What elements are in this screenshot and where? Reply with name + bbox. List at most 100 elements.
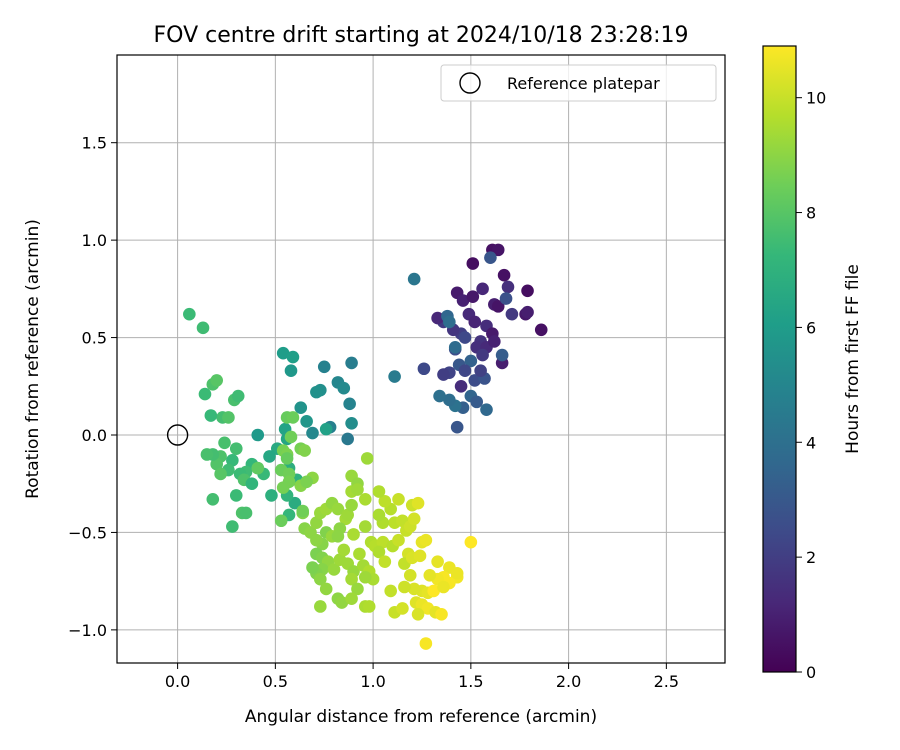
colorbar-frame — [762, 45, 797, 673]
scatter-point — [229, 489, 243, 502]
scatter-point — [466, 257, 480, 270]
scatter-point — [413, 549, 427, 563]
scatter-point — [491, 243, 505, 257]
scatter-point — [491, 300, 505, 313]
scatter-point — [274, 514, 288, 528]
scatter-point — [300, 415, 313, 428]
scatter-point — [341, 508, 354, 522]
scatter-point — [358, 520, 372, 533]
scatter-point — [306, 426, 319, 440]
scatter-point — [423, 569, 437, 582]
y-axis-label: Rotation from reference (arcmin) — [23, 219, 43, 499]
x-tick-label: 2.5 — [654, 672, 679, 691]
scatter-point — [286, 350, 300, 364]
scatter-point — [310, 385, 323, 399]
scatter-point — [431, 311, 444, 325]
scatter-point — [351, 483, 364, 496]
scatter-point — [488, 335, 501, 348]
scatter-point — [351, 582, 364, 596]
scatter-point — [286, 411, 300, 424]
scatter-point — [263, 450, 276, 463]
scatter-point — [314, 600, 327, 613]
scatter-point — [476, 282, 489, 296]
scatter-point — [411, 607, 425, 621]
scatter-point — [345, 592, 358, 605]
scatter-point — [476, 348, 489, 362]
scatter-point — [345, 356, 358, 370]
x-tick-label: 1.0 — [360, 672, 385, 691]
scatter-point — [437, 580, 450, 594]
scatter-point — [403, 569, 417, 582]
scatter-point — [319, 422, 333, 436]
scatter-point — [468, 374, 482, 387]
scatter-point — [458, 331, 472, 344]
reference-point — [166, 424, 189, 446]
scatter-point — [347, 528, 360, 541]
scatter-points — [183, 243, 548, 650]
scatter-point — [343, 397, 356, 411]
scatter-point — [245, 477, 259, 491]
y-tick-label: 1.5 — [82, 134, 107, 153]
scatter-point — [443, 393, 456, 407]
scatter-point — [456, 294, 470, 307]
x-tick-label: 0.5 — [263, 672, 288, 691]
scatter-point — [276, 346, 290, 360]
reference-platepar-marker — [166, 424, 189, 446]
scatter-point — [284, 364, 298, 377]
scatter-point — [206, 493, 220, 506]
y-tick-label: −0.5 — [68, 523, 107, 542]
scatter-point — [276, 481, 290, 494]
scatter-point — [198, 387, 212, 401]
scatter-point — [450, 567, 464, 580]
scatter-point — [392, 533, 405, 547]
scatter-point — [464, 535, 478, 549]
legend-entry-reference-platepar: Reference platepar — [507, 74, 660, 93]
scatter-point — [392, 493, 405, 506]
scatter-point — [251, 428, 265, 442]
scatter-point — [265, 489, 278, 502]
scatter-point — [372, 545, 386, 559]
scatter-point — [480, 403, 493, 416]
plot-area-frame — [116, 54, 726, 664]
scatter-point — [298, 444, 311, 457]
scatter-point — [372, 508, 386, 522]
scatter-point — [362, 600, 376, 613]
scatter-point — [314, 572, 327, 586]
scatter-point — [501, 280, 515, 294]
scatter-point — [341, 432, 354, 446]
scatter-point — [431, 555, 444, 568]
scatter-point — [296, 504, 310, 518]
scatter-point — [443, 315, 456, 329]
scatter-point — [464, 354, 478, 368]
colorbar-label: Hours from first FF file — [843, 264, 863, 454]
scatter-point — [345, 417, 358, 430]
scatter-point — [433, 389, 446, 403]
y-tick-label: 0.0 — [82, 426, 107, 445]
scatter-point — [407, 272, 421, 286]
scatter-point — [218, 436, 231, 450]
scatter-point — [384, 584, 397, 598]
chart-title: FOV centre drift starting at 2024/10/18 … — [154, 23, 689, 48]
scatter-point — [319, 582, 333, 596]
x-tick-label: 2.0 — [556, 672, 581, 691]
x-axis-ticks: 0.0 0.5 1.0 1.5 2.0 2.5 — [165, 663, 679, 691]
scatter-point — [280, 452, 294, 465]
scatter-point — [376, 535, 390, 549]
scatter-point — [521, 305, 534, 319]
colorbar-tick-label: 4 — [806, 433, 816, 452]
colorbar-ticks: 0 2 4 6 8 10 — [796, 89, 826, 682]
scatter-point — [372, 485, 386, 498]
x-tick-label: 0.0 — [165, 672, 190, 691]
scatter-point — [300, 475, 313, 489]
scatter-point — [474, 364, 487, 377]
x-tick-label: 1.5 — [458, 672, 483, 691]
scatter-point — [222, 411, 235, 424]
x-axis-label: Angular distance from reference (arcmin) — [245, 707, 597, 727]
scatter-point — [419, 533, 433, 547]
scatter-point — [448, 341, 462, 354]
scatter-point — [388, 370, 401, 383]
scatter-point — [317, 360, 331, 374]
scatter-point — [450, 420, 464, 434]
scatter-point — [407, 512, 421, 526]
scatter-point — [226, 454, 239, 467]
